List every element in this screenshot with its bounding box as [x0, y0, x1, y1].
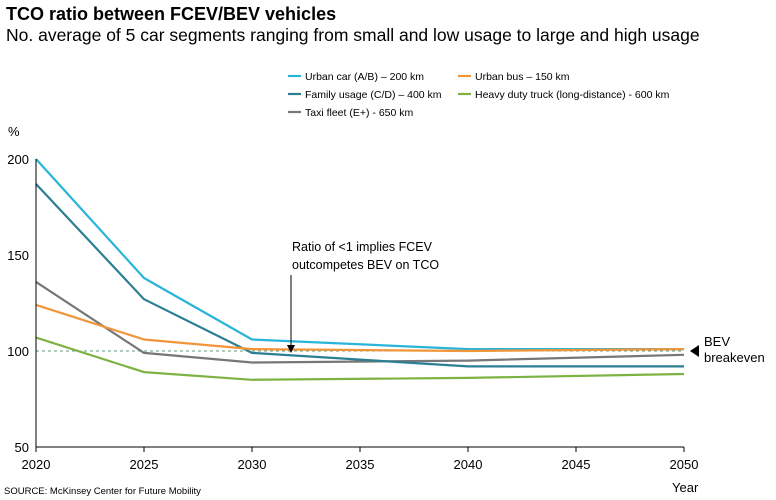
series-line-0	[35, 158, 684, 351]
x-tick-label-2040: 2040	[454, 457, 483, 472]
y-axis-label: %	[8, 124, 20, 139]
x-tick-label-2035: 2035	[346, 457, 375, 472]
legend: Urban car (A/B) – 200 km Urban bus – 150…	[288, 71, 670, 119]
annotation-arrow-head	[287, 345, 295, 353]
series-line-3	[35, 336, 685, 381]
legend-label-0: Urban car (A/B) – 200 km	[305, 71, 424, 83]
x-axis-label: Year	[672, 480, 699, 495]
annotation-line-1: Ratio of <1 implies FCEV	[292, 240, 433, 254]
annotation-line-2: outcompetes BEV on TCO	[292, 258, 439, 272]
y-tick-label-50: 50	[15, 440, 29, 455]
x-tick-label-2020: 2020	[22, 457, 51, 472]
x-tick-label-2030: 2030	[238, 457, 267, 472]
y-tick-label-200: 200	[7, 152, 29, 167]
breakeven-label-line-2: breakeven	[704, 350, 765, 365]
series-line-1	[35, 303, 685, 353]
breakeven-label-line-1: BEV	[704, 334, 730, 349]
x-tick-label-2050: 2050	[670, 457, 699, 472]
x-axis-ticks: 2020 2025 2030 2035 2040 2045 2050	[22, 447, 699, 472]
legend-label-3: Heavy duty truck (long-distance) - 600 k…	[475, 89, 670, 101]
legend-label-1: Urban bus – 150 km	[475, 71, 570, 83]
x-tick-label-2025: 2025	[130, 457, 159, 472]
x-tick-label-2045: 2045	[562, 457, 591, 472]
y-tick-label-100: 100	[7, 344, 29, 359]
source-note: SOURCE: McKinsey Center for Future Mobil…	[4, 486, 201, 497]
legend-label-2: Family usage (C/D) – 400 km	[305, 89, 442, 101]
series-line-2	[35, 183, 684, 368]
legend-label-4: Taxi fleet (E+) - 650 km	[305, 107, 413, 119]
series-lines	[35, 158, 685, 381]
series-line-4	[35, 280, 685, 364]
breakeven-marker	[690, 345, 699, 357]
chart-title: TCO ratio between FCEV/BEV vehicles	[6, 4, 337, 24]
y-tick-label-150: 150	[7, 248, 29, 263]
annotation: Ratio of <1 implies FCEV outcompetes BEV…	[287, 240, 439, 353]
chart-subtitle: No. average of 5 car segments ranging fr…	[6, 25, 700, 45]
y-axis-ticks: 50 100 150 200	[7, 152, 29, 455]
